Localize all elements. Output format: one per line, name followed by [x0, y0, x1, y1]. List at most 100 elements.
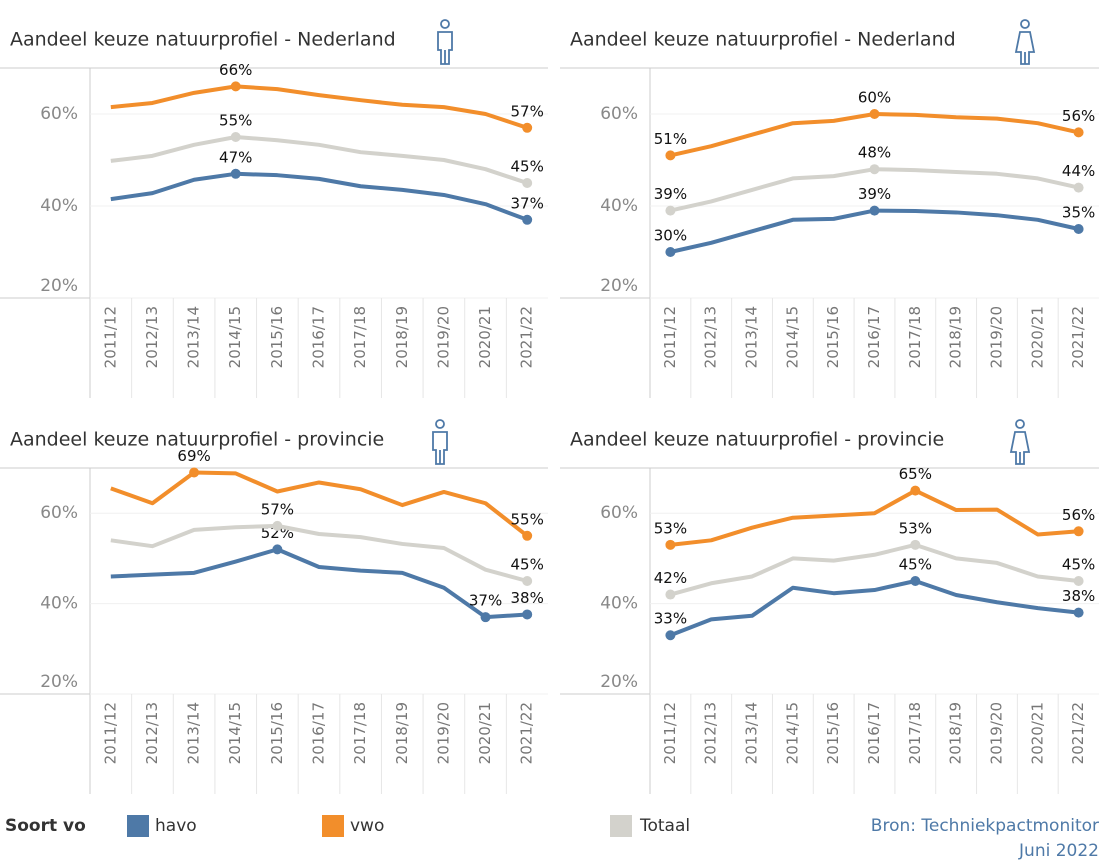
y-tick-label: 60% [40, 104, 78, 124]
point [522, 530, 533, 541]
value-label: 42% [654, 569, 687, 587]
icons [432, 19, 1036, 465]
male-icon [437, 19, 453, 65]
value-label: 38% [511, 589, 544, 607]
point [522, 576, 533, 586]
y-tick-label: 20% [40, 276, 78, 296]
x-tick-label: 2012/13 [143, 306, 161, 368]
point [522, 214, 533, 225]
chart-title: Aandeel keuze natuurprofiel - provincie [10, 429, 384, 451]
point [522, 122, 533, 133]
y-tick-label: 20% [600, 672, 638, 692]
value-label: 30% [654, 227, 687, 245]
x-tick-label: 2020/21 [1028, 306, 1046, 368]
x-tick-label: 2016/17 [310, 702, 328, 764]
point [1073, 607, 1084, 618]
value-label: 66% [219, 61, 252, 79]
series-line [669, 579, 1079, 638]
x-tick-label: 2018/19 [947, 306, 965, 368]
point [522, 178, 533, 188]
series-line [110, 135, 528, 185]
x-tick-label: 2014/15 [783, 702, 801, 764]
x-tick-label: 2018/19 [393, 702, 411, 764]
value-label: 47% [219, 148, 252, 166]
value-label: 44% [1062, 162, 1095, 180]
y-tick-label: 40% [600, 594, 638, 614]
value-label: 38% [1062, 587, 1095, 605]
point [869, 205, 880, 216]
x-tick-label: 2011/12 [101, 306, 119, 368]
y-tick-label: 60% [40, 503, 78, 523]
x-tick-label: 2021/22 [1069, 702, 1087, 764]
chart-title: Aandeel keuze natuurprofiel - provincie [570, 429, 944, 451]
y-tick-label: 20% [40, 672, 78, 692]
point [1073, 526, 1084, 537]
legend-swatch [322, 815, 344, 837]
value-label: 35% [1062, 204, 1095, 222]
x-tick-label: 2021/22 [1069, 306, 1087, 368]
y-tick-label: 40% [600, 196, 638, 216]
value-label: 57% [261, 500, 294, 518]
point [230, 132, 241, 142]
value-label: 45% [1062, 556, 1095, 574]
x-tick-label: 2021/22 [518, 702, 536, 764]
x-tick-label: 2017/18 [351, 702, 369, 764]
y-tick-label: 60% [600, 104, 638, 124]
x-tick-label: 2016/17 [865, 306, 883, 368]
point [1073, 224, 1084, 234]
value-label: 51% [654, 130, 687, 148]
y-tick-label: 40% [40, 196, 78, 216]
point [1073, 127, 1084, 138]
point [665, 205, 676, 216]
chart-title: Aandeel keuze natuurprofiel - Nederland [10, 29, 396, 51]
value-label: 53% [899, 519, 932, 537]
point [665, 150, 676, 161]
female-icon [1009, 419, 1031, 465]
x-tick-label: 2021/22 [518, 306, 536, 368]
x-tick-label: 2017/18 [906, 306, 924, 368]
x-tick-label: 2013/14 [743, 702, 761, 764]
x-tick-label: 2016/17 [310, 306, 328, 368]
point [665, 630, 676, 641]
point [1073, 576, 1084, 586]
value-label: 56% [1062, 107, 1095, 125]
x-tick-label: 2012/13 [702, 702, 720, 764]
point [189, 467, 200, 478]
point [869, 164, 880, 175]
x-tick-label: 2018/19 [947, 702, 965, 764]
value-label: 37% [469, 592, 502, 610]
male-icon [432, 419, 448, 465]
source: Bron: Techniekpactmonitor [871, 816, 1099, 836]
x-tick-label: 2014/15 [783, 306, 801, 368]
value-label: 33% [654, 610, 687, 628]
value-label: 53% [654, 519, 687, 537]
y-tick-label: 20% [600, 276, 638, 296]
value-label: 48% [858, 144, 891, 162]
x-tick-label: 2012/13 [702, 306, 720, 368]
legend-title: Soort vo [5, 816, 86, 836]
point [869, 109, 880, 119]
x-tick-label: 2019/20 [434, 702, 452, 764]
value-label: 57% [511, 102, 544, 120]
point [665, 539, 676, 550]
point [910, 485, 921, 496]
series-line [670, 488, 1079, 547]
value-label: 45% [511, 556, 544, 574]
point [1073, 182, 1084, 193]
legend-swatch [610, 815, 632, 837]
x-tick-label: 2013/14 [185, 306, 203, 368]
x-tick-label: 2019/20 [434, 306, 452, 368]
x-tick-label: 2011/12 [101, 702, 119, 764]
series-line [110, 523, 528, 583]
point [230, 168, 241, 179]
x-tick-label: 2020/21 [476, 702, 494, 764]
y-tick-label: 40% [40, 594, 78, 614]
point [910, 576, 921, 586]
source-date: Juni 2022 [1018, 841, 1099, 860]
x-tick-label: 2012/13 [143, 702, 161, 764]
legend-label: havo [155, 816, 197, 836]
value-label: 65% [899, 465, 932, 483]
x-tick-label: 2019/20 [987, 306, 1005, 368]
value-label: 69% [177, 447, 210, 465]
